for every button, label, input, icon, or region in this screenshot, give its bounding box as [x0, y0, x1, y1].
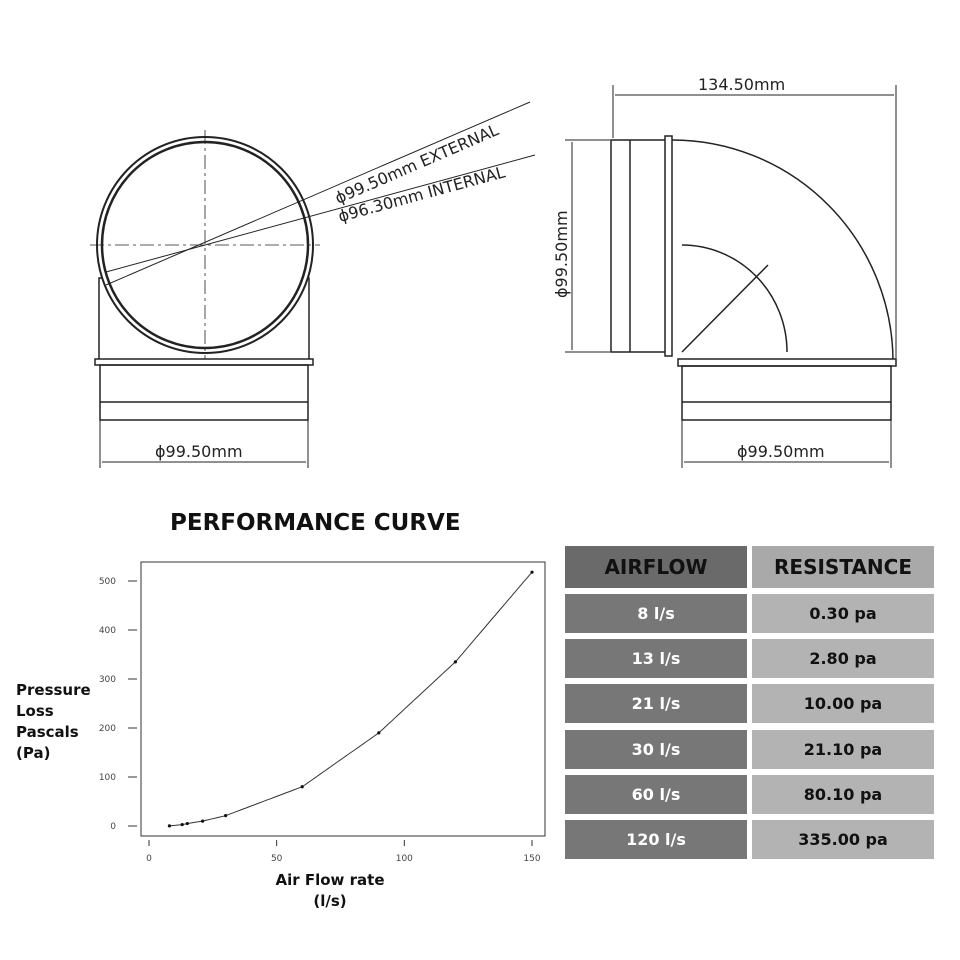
data-point — [201, 819, 205, 823]
x-tick-label: 100 — [396, 854, 413, 864]
x-tick-label: 0 — [146, 854, 152, 864]
data-point — [185, 821, 189, 826]
side-view: 134.50mm ϕ99.50mm ϕ99.50mm — [552, 75, 897, 468]
resistance-cell: 10.00 pa — [752, 684, 934, 723]
y-label-line: Pressure — [16, 681, 91, 699]
x-axis-label: Air Flow rate (l/s) — [255, 870, 405, 912]
x-label-line: (l/s) — [313, 892, 347, 910]
y-label-line: Loss — [16, 702, 54, 720]
y-tick-label: 300 — [99, 675, 116, 685]
side-height-label: ϕ99.50mm — [552, 210, 571, 298]
resistance-cell: 80.10 pa — [752, 775, 934, 814]
airflow-cell: 120 l/s — [565, 820, 747, 859]
x-tick-label: 150 — [523, 854, 540, 864]
header-airflow: AIRFLOW — [565, 546, 747, 588]
data-point — [530, 570, 534, 574]
front-view: ϕ99.50mm EXTERNAL ϕ96.30mm INTERNAL ϕ99.… — [90, 101, 536, 468]
y-tick-label: 500 — [99, 577, 116, 587]
data-point — [180, 823, 184, 827]
side-width-label: 134.50mm — [698, 75, 785, 94]
y-label-line: (Pa) — [16, 744, 51, 762]
x-tick-label: 50 — [271, 854, 283, 864]
data-point — [224, 814, 228, 818]
y-axis-label: Pressure Loss Pascals (Pa) — [16, 680, 91, 764]
y-label-line: Pascals — [16, 723, 79, 741]
resistance-cell: 335.00 pa — [752, 820, 934, 859]
chart-title: PERFORMANCE CURVE — [170, 510, 461, 536]
airflow-cell: 60 l/s — [565, 775, 747, 814]
data-point — [377, 731, 381, 735]
data-point — [300, 785, 304, 789]
y-tick-label: 100 — [99, 773, 116, 783]
airflow-cell: 13 l/s — [565, 639, 747, 678]
header-resistance: RESISTANCE — [752, 546, 934, 588]
side-bottom-diameter: ϕ99.50mm — [737, 442, 825, 461]
y-tick-label: 0 — [110, 822, 116, 832]
airflow-cell: 30 l/s — [565, 730, 747, 769]
data-point — [167, 824, 172, 828]
airflow-cell: 21 l/s — [565, 684, 747, 723]
resistance-cell: 0.30 pa — [752, 594, 934, 633]
resistance-cell: 21.10 pa — [752, 730, 934, 769]
plot-frame — [140, 561, 546, 837]
airflow-cell: 8 l/s — [565, 594, 747, 633]
data-point — [453, 660, 457, 664]
y-tick-label: 400 — [99, 626, 116, 636]
y-tick-label: 200 — [99, 724, 116, 734]
technical-drawing: ϕ99.50mm EXTERNAL ϕ96.30mm INTERNAL ϕ99.… — [90, 75, 897, 468]
resistance-cell: 2.80 pa — [752, 639, 934, 678]
series-line — [169, 571, 533, 827]
x-label-line: Air Flow rate — [275, 871, 385, 889]
front-bottom-diameter: ϕ99.50mm — [155, 442, 243, 461]
